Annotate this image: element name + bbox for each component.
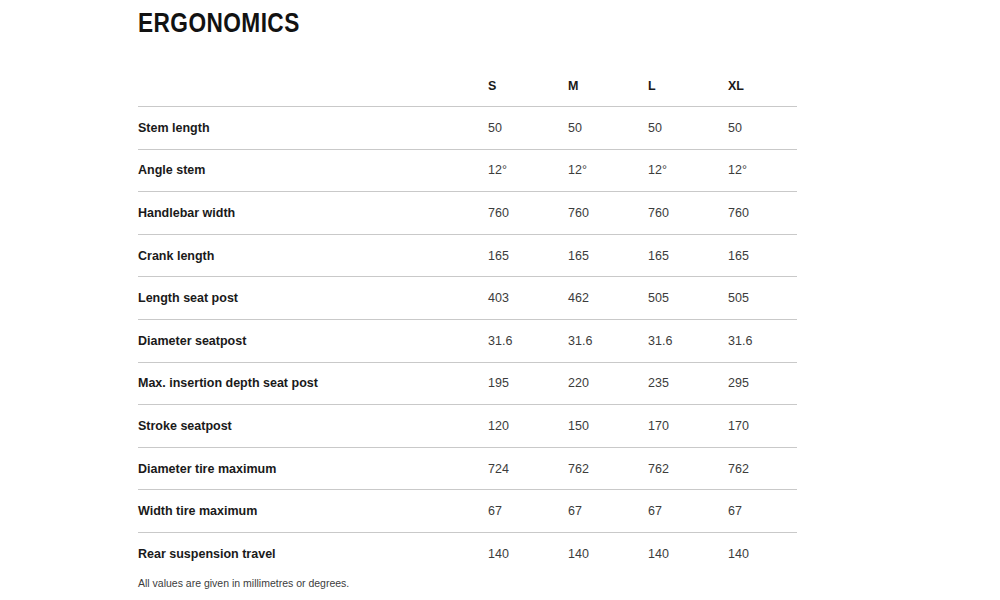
row-label: Diameter seatpost <box>138 319 488 362</box>
cell-value: 165 <box>488 234 568 277</box>
cell-value: 140 <box>568 532 648 574</box>
header-size-m: M <box>568 66 648 107</box>
row-label: Stem length <box>138 107 488 150</box>
row-label: Length seat post <box>138 277 488 320</box>
cell-value: 67 <box>648 490 728 533</box>
cell-value: 762 <box>648 447 728 490</box>
table-row: Length seat post 403 462 505 505 <box>138 277 797 320</box>
cell-value: 140 <box>488 532 568 574</box>
row-label: Stroke seatpost <box>138 405 488 448</box>
cell-value: 165 <box>648 234 728 277</box>
table-row: Stroke seatpost 120 150 170 170 <box>138 405 797 448</box>
cell-value: 140 <box>648 532 728 574</box>
cell-value: 31.6 <box>728 319 797 362</box>
table-row: Rear suspension travel 140 140 140 140 <box>138 532 797 574</box>
cell-value: 462 <box>568 277 648 320</box>
cell-value: 120 <box>488 405 568 448</box>
cell-value: 760 <box>568 192 648 235</box>
cell-value: 67 <box>568 490 648 533</box>
table-row: Handlebar width 760 760 760 760 <box>138 192 797 235</box>
table-row: Width tire maximum 67 67 67 67 <box>138 490 797 533</box>
table-row: Angle stem 12° 12° 12° 12° <box>138 149 797 192</box>
header-spec-label <box>138 66 488 107</box>
footnote: All values are given in millimetres or d… <box>138 577 349 589</box>
cell-value: 505 <box>648 277 728 320</box>
cell-value: 150 <box>568 405 648 448</box>
cell-value: 760 <box>728 192 797 235</box>
row-label: Angle stem <box>138 149 488 192</box>
cell-value: 403 <box>488 277 568 320</box>
header-size-xl: XL <box>728 66 797 107</box>
cell-value: 67 <box>728 490 797 533</box>
table-header-row: S M L XL <box>138 66 797 107</box>
header-size-l: L <box>648 66 728 107</box>
cell-value: 12° <box>568 149 648 192</box>
cell-value: 295 <box>728 362 797 405</box>
table-row: Diameter seatpost 31.6 31.6 31.6 31.6 <box>138 319 797 362</box>
ergonomics-spec-table: S M L XL Stem length 50 50 50 50 Angle s… <box>138 66 797 575</box>
cell-value: 505 <box>728 277 797 320</box>
cell-value: 235 <box>648 362 728 405</box>
cell-value: 12° <box>488 149 568 192</box>
table-row: Max. insertion depth seat post 195 220 2… <box>138 362 797 405</box>
cell-value: 170 <box>728 405 797 448</box>
cell-value: 50 <box>568 107 648 150</box>
cell-value: 140 <box>728 532 797 574</box>
cell-value: 67 <box>488 490 568 533</box>
row-label: Rear suspension travel <box>138 532 488 574</box>
cell-value: 165 <box>728 234 797 277</box>
cell-value: 50 <box>648 107 728 150</box>
cell-value: 760 <box>648 192 728 235</box>
cell-value: 195 <box>488 362 568 405</box>
row-label: Diameter tire maximum <box>138 447 488 490</box>
cell-value: 170 <box>648 405 728 448</box>
row-label: Handlebar width <box>138 192 488 235</box>
row-label: Width tire maximum <box>138 490 488 533</box>
cell-value: 31.6 <box>488 319 568 362</box>
table-row: Crank length 165 165 165 165 <box>138 234 797 277</box>
header-size-s: S <box>488 66 568 107</box>
cell-value: 12° <box>728 149 797 192</box>
table-row: Stem length 50 50 50 50 <box>138 107 797 150</box>
page-title: ERGONOMICS <box>138 8 300 39</box>
row-label: Max. insertion depth seat post <box>138 362 488 405</box>
cell-value: 724 <box>488 447 568 490</box>
cell-value: 762 <box>728 447 797 490</box>
cell-value: 50 <box>488 107 568 150</box>
cell-value: 50 <box>728 107 797 150</box>
cell-value: 220 <box>568 362 648 405</box>
cell-value: 165 <box>568 234 648 277</box>
cell-value: 31.6 <box>648 319 728 362</box>
table-row: Diameter tire maximum 724 762 762 762 <box>138 447 797 490</box>
cell-value: 760 <box>488 192 568 235</box>
row-label: Crank length <box>138 234 488 277</box>
cell-value: 12° <box>648 149 728 192</box>
cell-value: 31.6 <box>568 319 648 362</box>
cell-value: 762 <box>568 447 648 490</box>
